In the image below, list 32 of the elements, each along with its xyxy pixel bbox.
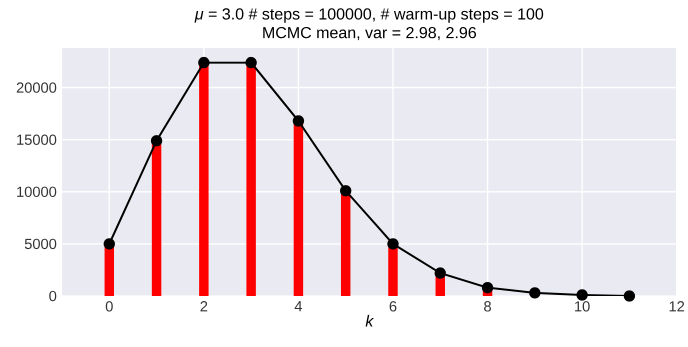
bar — [246, 64, 256, 296]
bar — [294, 123, 304, 296]
x-tick-label: 12 — [670, 301, 684, 312]
x-tick-label: 6 — [390, 301, 396, 312]
point — [529, 287, 540, 299]
point — [387, 238, 399, 250]
x-tick-label: 2 — [200, 301, 208, 312]
x-tick-label: 0 — [106, 301, 113, 312]
point — [576, 289, 588, 301]
bar — [340, 192, 350, 296]
y-tick-label: 20000 — [16, 82, 56, 93]
point — [245, 56, 257, 68]
x-axis-title: k — [366, 314, 374, 327]
bar — [152, 142, 162, 296]
x-tick-label: 8 — [484, 301, 491, 312]
y-tick-label: 0 — [49, 290, 56, 302]
x-tick-label: 10 — [575, 301, 590, 312]
point — [624, 290, 636, 302]
y-tick-label: 10000 — [17, 186, 56, 197]
chart-subtitle: MCMC mean, var = 2.98, 2.96 — [263, 26, 476, 40]
chart-title: μ = 3.0 # steps = 100000, # warm-up steps = 100 — [194, 8, 544, 23]
point — [150, 135, 162, 146]
point — [340, 185, 352, 196]
point — [104, 238, 115, 250]
point — [198, 56, 210, 68]
point — [292, 115, 304, 127]
y-tick-label: 5000 — [24, 238, 56, 250]
point — [434, 267, 446, 279]
point — [482, 282, 494, 294]
bar — [199, 64, 209, 296]
y-tick-label: 15000 — [17, 134, 56, 145]
x-tick-label: 4 — [294, 301, 302, 312]
